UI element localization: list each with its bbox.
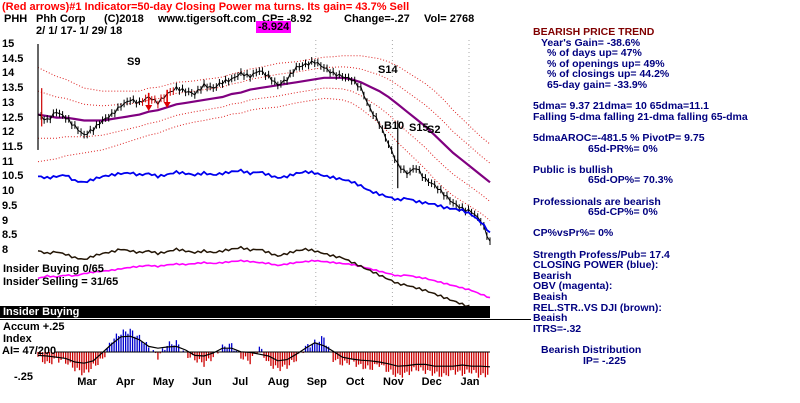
y-axis-label: 11.5 bbox=[2, 141, 23, 153]
panel-line: BEARISH PRICE TREND bbox=[533, 26, 655, 38]
insider-buying-bar: Insider Buying bbox=[0, 306, 490, 318]
x-axis-month-label: Mar bbox=[77, 376, 97, 388]
insider-selling-text: Insider Selling = 31/65 bbox=[3, 276, 119, 288]
price-chart-canvas[interactable] bbox=[0, 0, 531, 403]
x-axis-month-label: Jan bbox=[460, 376, 480, 388]
divider-line bbox=[0, 319, 531, 320]
y-axis-label: 11 bbox=[2, 155, 14, 168]
signal-label-b10: B10 bbox=[384, 120, 405, 132]
y-axis-label: 9 bbox=[2, 214, 9, 227]
panel-line: % of openings up= 49% bbox=[547, 57, 665, 70]
signal-label-s9: S9 bbox=[127, 56, 141, 68]
signal-headline: (Red arrows)#1 Indicator=50-day Closing … bbox=[2, 1, 410, 13]
y-axis-label: 10.5 bbox=[2, 170, 24, 183]
x-axis-month-label: Jul bbox=[232, 376, 249, 388]
panel-line: Bearish bbox=[533, 269, 572, 282]
y-axis-label: 14 bbox=[2, 67, 15, 80]
panel-line: Beaish bbox=[533, 291, 568, 303]
panel-line: CP%vsPr%= 0% bbox=[533, 227, 614, 240]
panel-line: Bearish Distribution bbox=[541, 344, 642, 356]
ai-value: AI= 47/200 bbox=[2, 345, 57, 357]
y-axis-label: 12.5 bbox=[2, 111, 24, 124]
insider-buying-text: Insider Buying 0/65 bbox=[3, 263, 104, 275]
signal-label-s14: S14 bbox=[378, 64, 398, 76]
panel-line: REL.STR..VS DJI (brown): bbox=[533, 301, 662, 314]
panel-line: OBV (magenta): bbox=[533, 280, 613, 293]
y-axis-label: 9.5 bbox=[2, 199, 18, 212]
volume-value: Vol= 2768 bbox=[424, 13, 475, 25]
panel-line: 65d-OP%= 70.3% bbox=[588, 174, 673, 187]
panel-line: 65-day gain= -33.9% bbox=[547, 79, 648, 91]
panel-line: % of closings up= 44.2% bbox=[547, 68, 670, 81]
x-axis-month-label: Oct bbox=[345, 376, 365, 388]
cp-highlight-badge: -8.924 bbox=[256, 21, 292, 33]
accum-index-label: Index bbox=[3, 333, 32, 345]
y-axis-label: 13 bbox=[2, 96, 15, 109]
x-axis-month-label: Aug bbox=[267, 376, 290, 388]
x-axis-month-label: Sep bbox=[306, 376, 327, 388]
accum-label: Accum +.25 bbox=[3, 321, 65, 333]
change-value: Change=-.27 bbox=[344, 13, 410, 25]
y-axis-label: 13.5 bbox=[2, 82, 24, 95]
x-axis-month-label: Dec bbox=[421, 376, 442, 388]
x-axis-month-label: May bbox=[152, 376, 175, 388]
date-range: 2/ 1/ 17- 1/ 29/ 18 bbox=[36, 25, 123, 37]
copyright-text: (C)2018 bbox=[104, 13, 144, 25]
x-axis-month-label: Jun bbox=[192, 376, 212, 388]
x-axis-month-label: Apr bbox=[115, 376, 135, 388]
panel-line: Falling 5-dma falling 21-dma falling 65-… bbox=[533, 110, 748, 123]
panel-line: % of days up= 47% bbox=[547, 47, 642, 60]
insider-buying-bar-label: Insider Buying bbox=[3, 306, 80, 318]
panel-line: 5dmaAROC=-481.5 % PivotP= 9.75 bbox=[533, 132, 705, 144]
panel-line: Strength Profess/Pub= 17.4 bbox=[533, 248, 670, 261]
panel-line: Beaish bbox=[533, 312, 568, 325]
panel-line: 5dma= 9.37 21dma= 10 65dma=11.1 bbox=[533, 100, 710, 113]
y-axis-label: 8 bbox=[2, 244, 9, 256]
website-url: www.tigersoft.com bbox=[158, 13, 256, 25]
accum-neg-scale-label: -.25 bbox=[14, 371, 33, 383]
signal-label-s2: S2 bbox=[427, 124, 441, 136]
company-name: Phh Corp bbox=[36, 13, 86, 25]
y-axis-label: 15 bbox=[2, 38, 15, 50]
panel-line: IP= -.225 bbox=[583, 354, 626, 367]
panel-line: Professionals are bearish bbox=[533, 195, 661, 208]
signal-label-s15: S15 bbox=[409, 122, 429, 134]
x-axis-month-label: Nov bbox=[383, 376, 404, 388]
ticker-symbol: PHH bbox=[4, 13, 28, 25]
y-axis-label: 14.5 bbox=[2, 52, 24, 65]
panel-line: Public is bullish bbox=[533, 163, 613, 176]
panel-line: 65d-CP%= 0% bbox=[588, 206, 658, 219]
panel-line: ITRS=-.32 bbox=[533, 322, 582, 335]
panel-line: CLOSING POWER (blue): bbox=[533, 259, 659, 272]
panel-line: 65d-PR%= 0% bbox=[588, 142, 658, 155]
panel-line: Year's Gain= -38.6% bbox=[541, 36, 641, 49]
y-axis-label: 12 bbox=[2, 126, 15, 139]
y-axis-label: 8.5 bbox=[2, 229, 18, 242]
y-axis-label: 10 bbox=[2, 185, 15, 198]
